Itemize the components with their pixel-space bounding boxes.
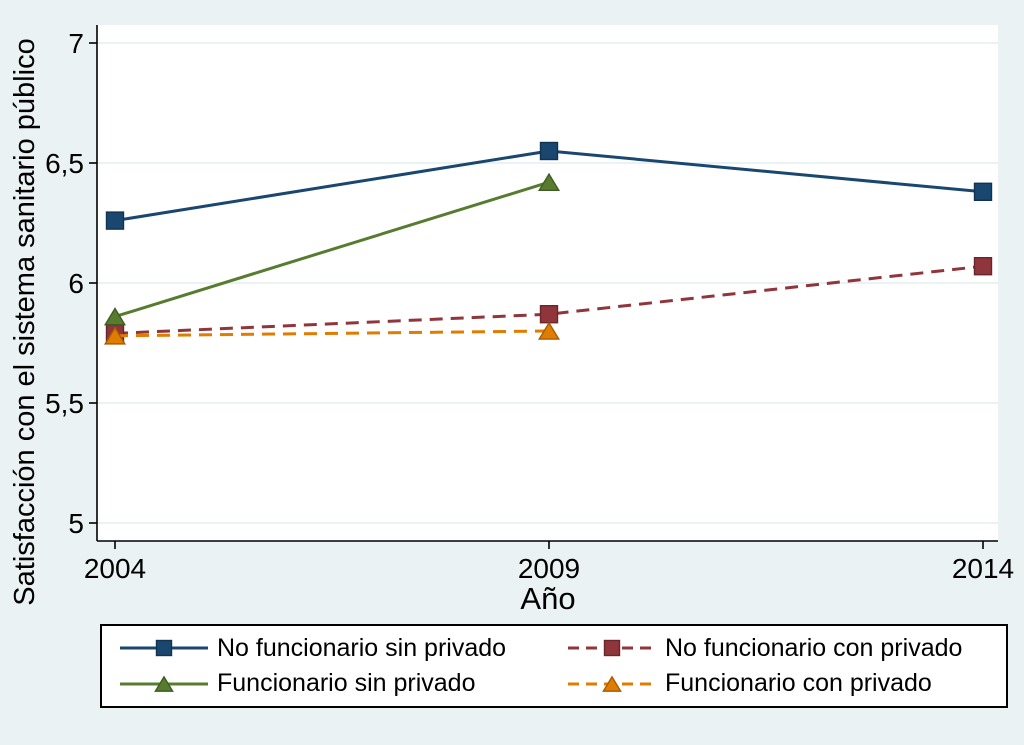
legend-symbol-funcionario-sin-privado bbox=[120, 675, 208, 692]
x-axis-title: Año bbox=[520, 581, 575, 616]
x-axis-ticks: 2004 2009 2014 bbox=[84, 541, 1014, 584]
marker-square-no-funcionario-sin-privado bbox=[105, 211, 125, 230]
legend: No funcionario sin privado No funcionari… bbox=[100, 624, 1008, 708]
marker-triangle-funcionario-con-privado bbox=[537, 321, 561, 340]
marker-triangle-funcionario-con-privado bbox=[103, 326, 127, 345]
series-funcionario-con-privado bbox=[103, 321, 561, 345]
legend-label: No funcionario sin privado bbox=[217, 633, 507, 662]
y-tick-label: 6,5 bbox=[45, 148, 84, 179]
x-tick-label: 2014 bbox=[952, 553, 1014, 584]
legend-item-no-funcionario-con-privado: No funcionario con privado bbox=[566, 635, 1006, 661]
marker-square-no-funcionario-sin-privado bbox=[973, 182, 993, 202]
marker-square-no-funcionario-sin-privado bbox=[539, 141, 559, 161]
line-funcionario-con-privado bbox=[114, 329, 550, 338]
legend-symbol-no-funcionario-sin-privado bbox=[120, 640, 208, 657]
y-tick-label: 6 bbox=[68, 268, 84, 299]
gridlines bbox=[97, 42, 998, 524]
marker-square-no-funcionario-con-privado bbox=[973, 257, 993, 276]
legend-symbol-no-funcionario-con-privado bbox=[568, 640, 656, 657]
y-tick-label: 7 bbox=[68, 28, 84, 59]
line-no-funcionario-con-privado bbox=[114, 264, 984, 335]
marker-square-no-funcionario-con-privado bbox=[603, 640, 621, 657]
legend-label: No funcionario con privado bbox=[665, 633, 963, 662]
marker-triangle-funcionario-sin-privado bbox=[537, 172, 561, 191]
series-funcionario-sin-privado bbox=[103, 172, 561, 326]
y-axis-ticks: 7 6,5 6 5,5 5 bbox=[45, 28, 97, 539]
legend-item-no-funcionario-sin-privado: No funcionario sin privado bbox=[118, 635, 566, 661]
y-tick-label: 5,5 bbox=[45, 388, 84, 419]
marker-triangle-funcionario-sin-privado bbox=[154, 675, 174, 692]
legend-label: Funcionario sin privado bbox=[217, 669, 476, 698]
y-tick-label: 5 bbox=[68, 508, 84, 539]
legend-item-funcionario-con-privado: Funcionario con privado bbox=[566, 671, 1006, 697]
x-tick-label: 2004 bbox=[84, 553, 146, 584]
y-axis-title: Satisfacción con el sistema sanitario pú… bbox=[9, 38, 41, 605]
x-tick-label: 2009 bbox=[518, 553, 580, 584]
series-group bbox=[103, 141, 993, 345]
marker-triangle-funcionario-con-privado bbox=[602, 675, 622, 692]
marker-square-no-funcionario-sin-privado bbox=[155, 640, 173, 657]
legend-label: Funcionario con privado bbox=[665, 669, 932, 698]
marker-square-no-funcionario-con-privado bbox=[539, 305, 559, 324]
legend-symbol-funcionario-con-privado bbox=[568, 675, 656, 692]
line-funcionario-sin-privado bbox=[114, 180, 550, 319]
legend-item-funcionario-sin-privado: Funcionario sin privado bbox=[118, 671, 566, 697]
marker-triangle-funcionario-sin-privado bbox=[103, 307, 127, 326]
series-no-funcionario-sin-privado bbox=[105, 141, 993, 230]
